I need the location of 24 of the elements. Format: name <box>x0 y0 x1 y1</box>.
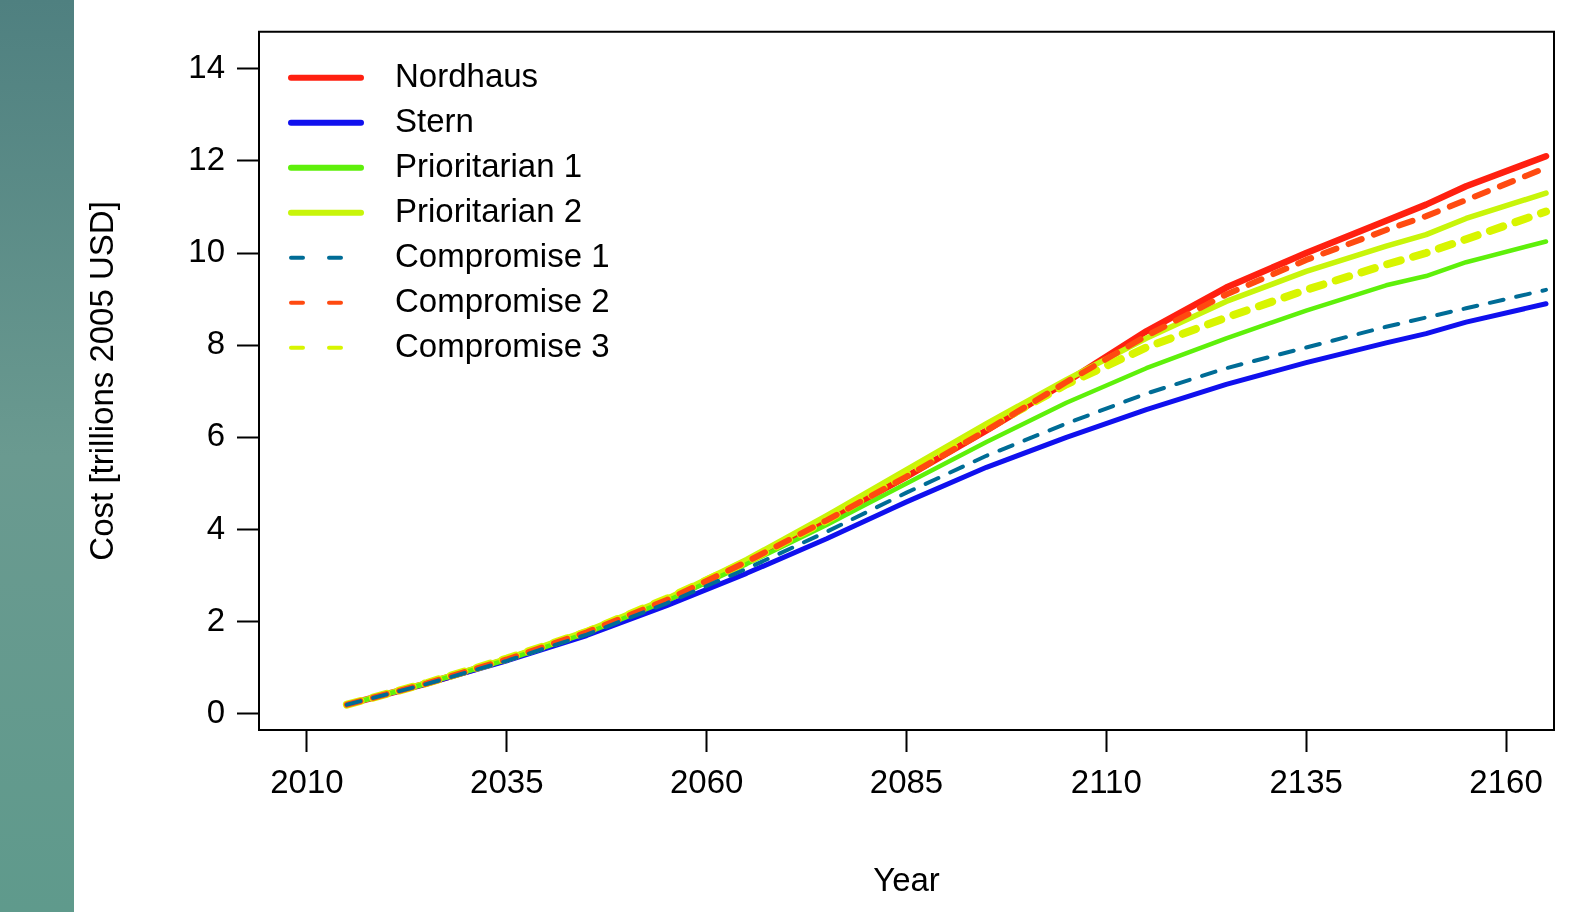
y-tick-label: 6 <box>206 416 225 454</box>
legend-label: Prioritarian 2 <box>395 191 583 229</box>
x-tick-label: 2010 <box>270 762 344 800</box>
x-tick-label: 2110 <box>1070 762 1142 800</box>
y-tick-label: 4 <box>206 508 225 546</box>
y-tick-label: 12 <box>188 139 225 177</box>
x-axis-title: Year <box>873 861 940 899</box>
legend-label: Nordhaus <box>395 56 539 94</box>
legend-label: Stern <box>395 101 474 139</box>
x-tick-label: 2035 <box>470 762 544 800</box>
y-tick-label: 10 <box>188 232 225 270</box>
y-tick-label: 14 <box>188 47 225 85</box>
y-axis-title: Cost [trillions 2005 USD] <box>82 201 120 561</box>
x-tick-label: 2060 <box>669 762 744 800</box>
x-tick-label: 2085 <box>869 762 944 800</box>
y-tick-label: 8 <box>206 324 225 362</box>
legend-label: Compromise 1 <box>395 236 610 274</box>
y-tick-label: 0 <box>206 692 225 730</box>
y-tick-label: 2 <box>206 600 225 638</box>
x-tick-label: 2135 <box>1269 762 1343 800</box>
legend-label: Compromise 2 <box>395 281 610 319</box>
legend-label: Compromise 3 <box>395 326 610 364</box>
x-tick-label: 2160 <box>1469 762 1543 800</box>
legend-label: Prioritarian 1 <box>395 146 583 184</box>
